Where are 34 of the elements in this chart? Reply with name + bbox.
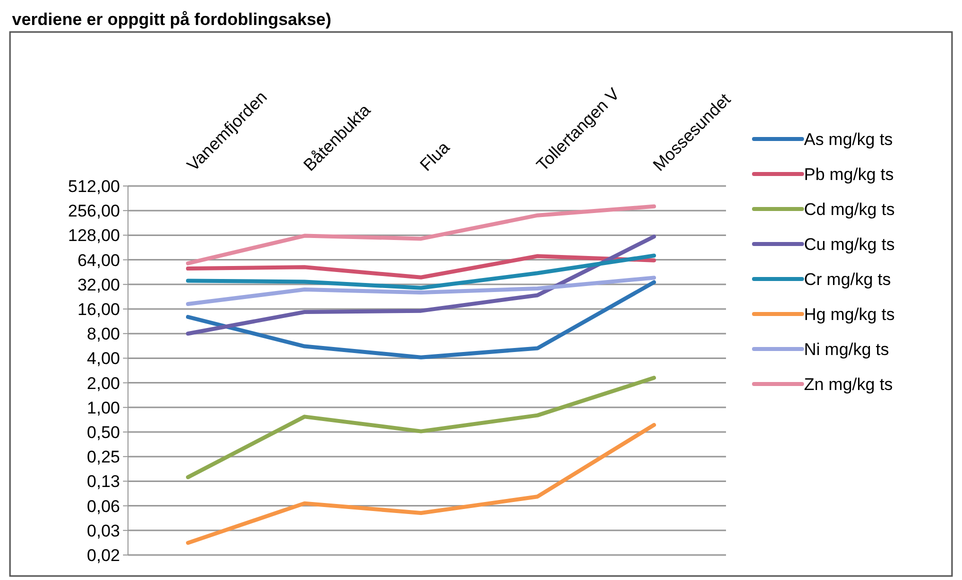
y-tick-label: 512,00	[68, 176, 120, 196]
y-tick-label: 64,00	[77, 250, 120, 270]
y-tick-label: 2,00	[86, 374, 120, 393]
y-tick-label: 256,00	[68, 202, 120, 221]
y-tick-label: 0,25	[86, 448, 120, 467]
line-series	[186, 234, 656, 336]
x-tick-label: Flua	[416, 138, 454, 175]
y-tick-label: 16,00	[77, 300, 120, 319]
legend-label: Hg mg/kg ts	[804, 304, 895, 324]
line-series	[186, 422, 656, 545]
y-tick-label: 0,50	[86, 422, 120, 442]
chart-title: verdiene er oppgitt på fordoblingsakse)	[12, 10, 332, 29]
y-tick-label: 4,00	[86, 349, 120, 368]
legend-label: Pb mg/kg ts	[804, 164, 894, 184]
y-tick-label: 8,00	[86, 324, 120, 344]
y-tick-label: 0,03	[86, 521, 120, 540]
y-tick-label: 128,00	[68, 226, 120, 246]
legend-label: Cr mg/kg ts	[804, 270, 891, 289]
line-series	[186, 254, 656, 280]
legend-label: Ni mg/kg ts	[804, 340, 890, 359]
line-series	[186, 276, 656, 306]
y-tick-label: 1,00	[86, 398, 120, 418]
legend-label: Cu mg/kg ts	[804, 234, 895, 254]
y-tick-label: 0,02	[86, 546, 120, 565]
line-series	[186, 280, 656, 360]
line-series	[186, 376, 656, 480]
legend-label: Zn mg/kg ts	[804, 374, 893, 394]
legend-label: As mg/kg ts	[804, 130, 893, 149]
legend-label: Cd mg/kg ts	[804, 200, 895, 219]
line-series	[186, 254, 656, 290]
y-tick-label: 32,00	[77, 275, 120, 294]
line-series	[186, 204, 656, 266]
y-tick-label: 0,13	[86, 472, 120, 492]
y-tick-label: 0,06	[86, 496, 120, 516]
